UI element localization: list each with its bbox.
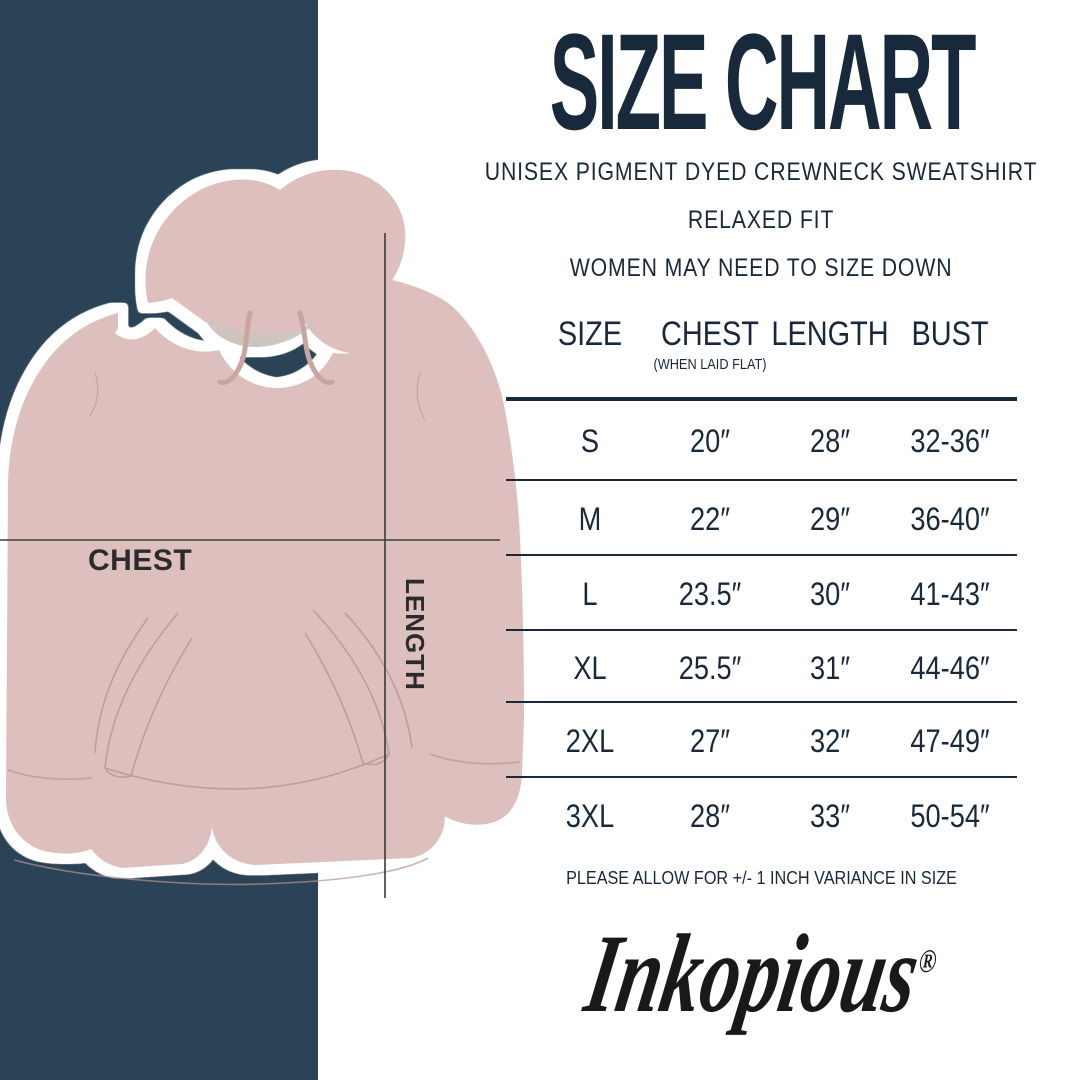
svg-text:LENGTH: LENGTH bbox=[400, 578, 430, 691]
svg-text:CHEST: CHEST bbox=[88, 544, 192, 577]
